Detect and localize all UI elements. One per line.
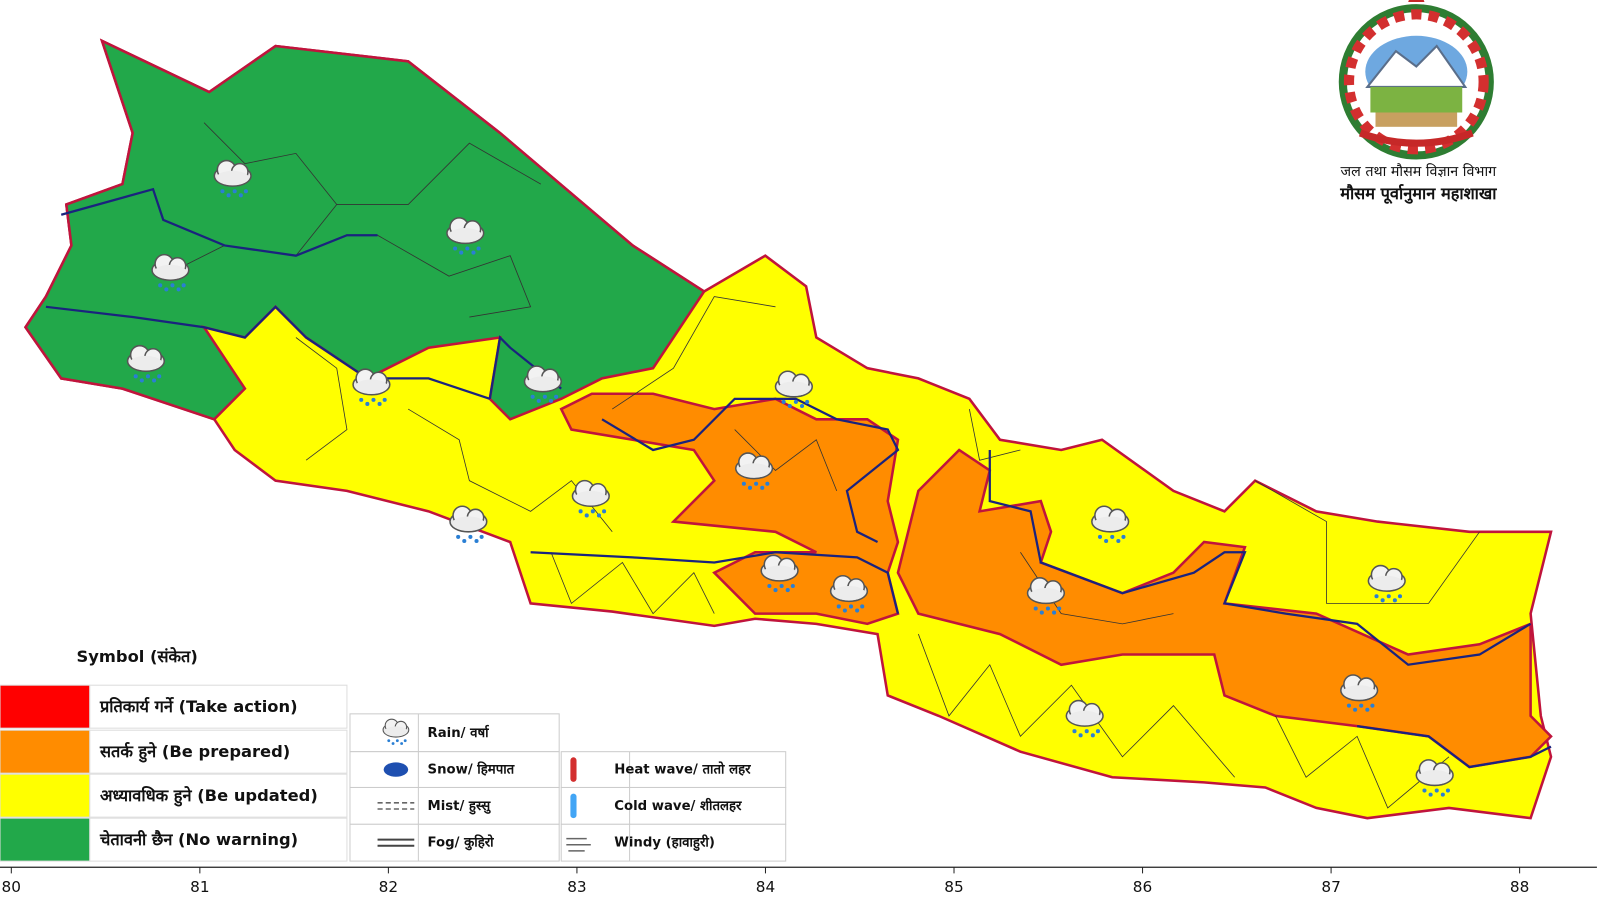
legend-swatch <box>0 684 91 729</box>
region <box>896 448 1553 769</box>
warning-legend: प्रतिकार्य गर्ने (Take action) सतर्क हुने… <box>0 684 348 862</box>
symbol-cell <box>560 751 787 788</box>
symbol-icon <box>383 762 409 777</box>
legend-swatch <box>0 817 91 862</box>
symbol-icon <box>570 793 577 819</box>
symbol-icon <box>570 757 577 782</box>
symbol-icon <box>377 802 415 810</box>
x-tick-label: 80 <box>2 878 21 896</box>
symbol-icon <box>566 837 591 852</box>
x-tick-label: 86 <box>1133 878 1152 896</box>
legend-swatch <box>0 729 91 774</box>
symbol-label: Rain/ वर्षा <box>428 724 490 741</box>
header-line: मौसम पूर्वानुमान महाशाखा <box>1339 184 1497 204</box>
x-tick-label: 84 <box>756 878 775 896</box>
header-line: जल तथा मौसम विज्ञान विभाग <box>1341 163 1498 180</box>
legend-label: अध्यावधिक हुने (Be updated) <box>100 786 318 807</box>
symbol-label: Mist/ हुस्सु <box>428 799 492 815</box>
symbol-label: Cold wave/ शीतलहर <box>614 797 742 814</box>
x-tick-label: 85 <box>944 878 963 896</box>
x-axis: 80 81 82 83 84 85 86 87 88 <box>2 867 1529 896</box>
x-tick-label: 81 <box>190 878 209 896</box>
legend-label: प्रतिकार्य गर्ने (Take action) <box>99 697 298 716</box>
symbol-label: Windy (हावाहुरी) <box>614 834 715 852</box>
x-tick-label: 83 <box>567 878 586 896</box>
legend-label: चेतावनी छैन (No warning) <box>99 830 298 849</box>
symbol-label: Snow/ हिमपात <box>428 761 516 778</box>
province-lines <box>45 187 1552 769</box>
symbol-cell <box>560 786 787 825</box>
legend-label: सतर्क हुने (Be prepared) <box>99 742 290 763</box>
x-tick-label: 87 <box>1321 878 1340 896</box>
legend-swatch <box>0 773 91 818</box>
x-tick-label: 88 <box>1510 878 1529 896</box>
legend-cell <box>89 729 348 774</box>
legend-cell <box>89 684 348 729</box>
symbol-legend: Rain/ वर्षा Snow/ हिमपात Mist/ हुस्सु Fog/ … <box>349 713 787 862</box>
symbol-icon <box>377 838 415 847</box>
legend-title: Symbol (संकेत) <box>77 647 198 666</box>
symbol-label: Heat wave/ तातो लहर <box>614 761 751 778</box>
legend-cell <box>89 817 348 862</box>
legend-cell <box>89 773 348 818</box>
symbol-cell <box>349 786 560 825</box>
symbol-cell <box>349 823 560 862</box>
symbol-label: Fog/ कुहिरो <box>428 834 495 851</box>
emblem <box>1338 0 1494 160</box>
rain-icon <box>449 505 488 544</box>
symbol-cell <box>560 823 787 862</box>
x-tick-label: 82 <box>379 878 398 896</box>
